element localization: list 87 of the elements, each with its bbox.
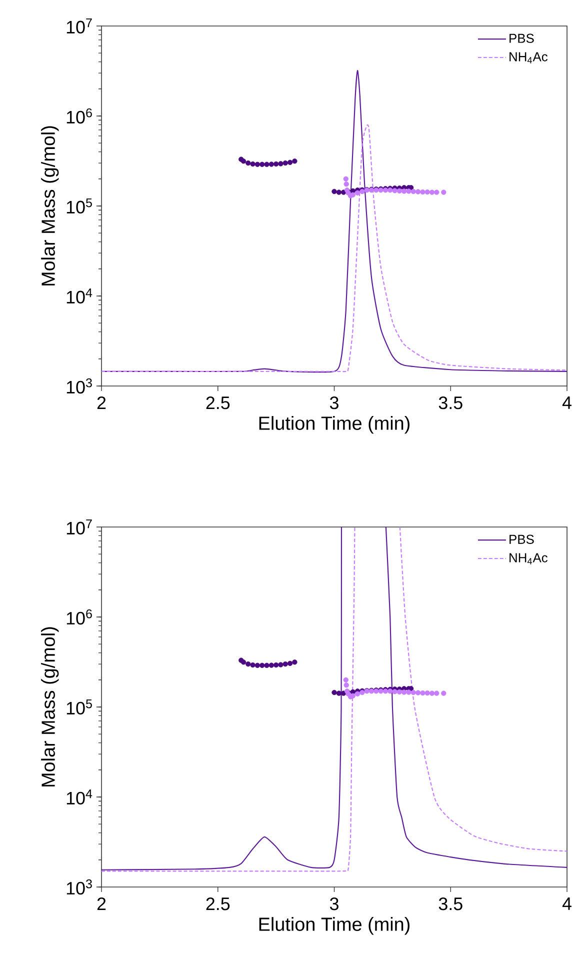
x-tick-label: 3 [330,897,338,910]
point [254,662,260,668]
point [343,677,348,682]
point [434,690,440,696]
point [344,682,349,688]
point [340,690,346,696]
point [340,190,346,195]
x-tick-label: 2 [97,396,106,410]
legend-label: NH$_{4}$Ac [509,52,548,64]
point [245,661,251,667]
point [282,661,288,667]
point [396,689,402,695]
point [273,662,278,668]
x-axis-title: Elution Time (min) [259,416,410,434]
x-tick-label: 2 [97,897,106,910]
point [343,176,348,182]
x-tick-label: 2.5 [206,897,230,910]
x-axis-title: Elution Time (min) [259,917,410,935]
point [259,162,265,167]
point [401,690,407,695]
point [424,690,430,696]
point [268,662,274,668]
y-tick-label: 10$^{4}$ [66,789,92,805]
point [415,189,420,194]
y-tick-label: 10$^{7}$ [66,18,92,34]
point [420,690,426,696]
point [278,662,284,668]
point [406,188,412,194]
point [292,158,298,164]
point [254,162,260,167]
point [250,662,256,668]
x-tick-label: 3.5 [438,897,462,910]
point [401,188,407,194]
x-tick-label: 4 [562,897,572,910]
y-tick-label: 10$^{6}$ [66,108,92,124]
x-tick-label: 3.5 [438,396,462,410]
point [396,188,402,194]
y-tick-label: 10$^{5}$ [66,699,92,715]
legend-label: PBS [509,534,534,544]
line-series [101,124,567,372]
y-tick-label: 10$^{4}$ [66,288,92,304]
point [410,188,416,194]
point [410,690,416,696]
x-tick-label: 4 [562,396,572,409]
point [429,690,434,696]
point [292,660,298,665]
y-tick-label: 10$^{3}$ [66,378,92,394]
point [287,160,292,165]
point [287,660,292,666]
point [392,188,398,194]
point [434,190,440,195]
point [240,158,246,164]
point [424,189,430,195]
legend-label: PBS [509,34,534,43]
point [392,689,398,694]
point [429,190,434,195]
point [440,690,446,696]
y-axis-title: Molar Mass (g/mol) [40,627,59,786]
point [415,690,420,696]
point [336,190,342,195]
point [354,691,360,696]
point [406,690,412,695]
point [344,182,349,187]
point [250,161,256,167]
point [245,160,251,166]
x-tick-label: 3 [330,396,338,410]
y-tick-label: 10$^{3}$ [66,879,92,895]
point [268,162,274,167]
legend-label: NH$_{4}$Ac [509,553,548,564]
y-tick-label: 10$^{7}$ [66,519,92,535]
point [240,660,246,665]
point [282,160,288,166]
point [278,161,284,166]
point [420,189,426,195]
point [440,190,446,195]
point [259,662,265,668]
point [354,190,360,196]
point [332,690,337,696]
point [332,188,337,194]
x-tick-label: 2.5 [206,396,230,410]
y-tick-label: 10$^{6}$ [66,609,92,625]
y-tick-label: 10$^{5}$ [66,198,92,214]
y-axis-title: Molar Mass (g/mol) [40,126,59,286]
point [273,161,278,167]
point [264,662,270,668]
point [336,690,342,696]
point [264,162,270,167]
